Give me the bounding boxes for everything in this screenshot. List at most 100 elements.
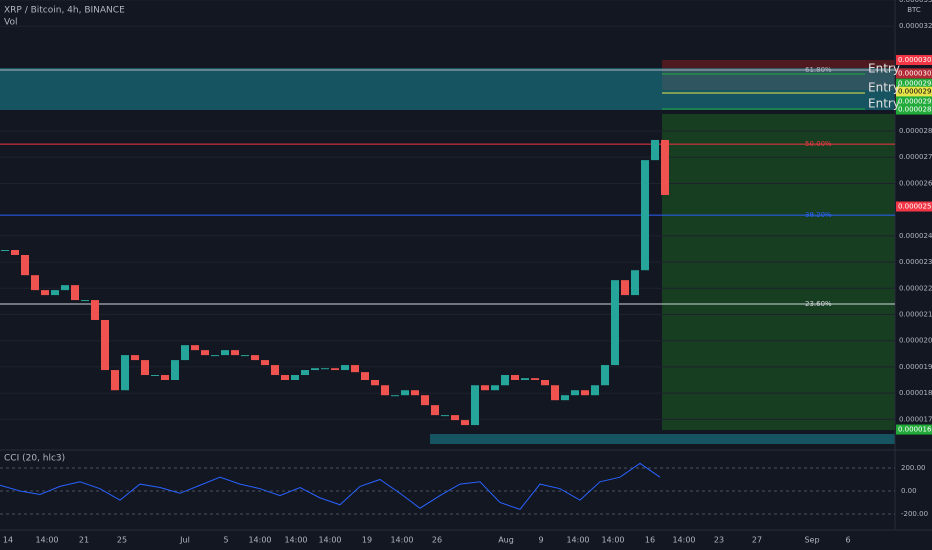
candle bbox=[441, 415, 449, 417]
x-tick-label: 26 bbox=[432, 536, 442, 545]
candle bbox=[401, 390, 409, 396]
candle bbox=[1, 250, 9, 252]
price-tag bbox=[896, 96, 932, 107]
y-tick-label: 0.00002600 bbox=[899, 179, 932, 187]
candle bbox=[411, 390, 419, 396]
candle bbox=[471, 385, 479, 426]
candle bbox=[491, 385, 499, 391]
candle bbox=[41, 290, 49, 296]
cci-tick-label: 200.00 bbox=[901, 464, 926, 472]
entry-label: Entry bbox=[868, 81, 900, 95]
candle bbox=[121, 355, 129, 391]
candle bbox=[311, 368, 319, 371]
cci-title: CCI (20, hlc3) bbox=[4, 454, 65, 464]
candle bbox=[571, 390, 579, 396]
candle bbox=[621, 280, 629, 296]
cci-tick-label: 0.00 bbox=[901, 487, 917, 495]
bottom-zone bbox=[430, 434, 895, 444]
candle bbox=[161, 375, 169, 381]
candle bbox=[661, 139, 669, 195]
candle bbox=[341, 365, 349, 371]
candle bbox=[371, 380, 379, 386]
x-tick-label: Aug bbox=[498, 536, 514, 545]
x-tick-label: 19 bbox=[362, 536, 372, 545]
price-tag-label: 0.00003020 bbox=[898, 69, 932, 77]
y-tick-label: 0.00002100 bbox=[899, 310, 932, 318]
y-tick-label: 0.00001900 bbox=[899, 363, 932, 371]
candle bbox=[421, 395, 429, 406]
fib-label: 61.80% bbox=[805, 66, 832, 74]
volume-label: Vol bbox=[4, 18, 17, 28]
x-tick-label: 14:00 bbox=[390, 536, 413, 545]
price-tag bbox=[896, 86, 932, 97]
candle bbox=[301, 370, 309, 376]
x-tick-label: 14:00 bbox=[566, 536, 589, 545]
candle bbox=[241, 355, 249, 357]
candle bbox=[581, 390, 589, 396]
x-tick-label: 25 bbox=[117, 536, 127, 545]
candle bbox=[61, 285, 69, 291]
candle bbox=[431, 405, 439, 416]
candle bbox=[611, 280, 619, 366]
candle bbox=[221, 350, 229, 356]
price-tag bbox=[896, 424, 932, 435]
candle bbox=[351, 365, 359, 373]
entry-label: Entry bbox=[868, 62, 900, 76]
unit: BTC bbox=[907, 6, 921, 14]
fib-label: 50.00% bbox=[805, 140, 832, 148]
candle bbox=[641, 160, 649, 271]
candle bbox=[211, 355, 219, 357]
candle bbox=[251, 355, 259, 361]
price-tag bbox=[896, 201, 932, 212]
price-tag bbox=[896, 55, 932, 66]
candle bbox=[201, 350, 209, 356]
candle bbox=[291, 375, 299, 381]
x-tick-label: 14 bbox=[3, 536, 13, 545]
y-tick-label: 0.00001700 bbox=[899, 415, 932, 423]
candle bbox=[601, 365, 609, 386]
fib-label: 23.60% bbox=[805, 300, 832, 308]
candle bbox=[651, 139, 659, 161]
candle bbox=[501, 375, 509, 386]
y-tick-label: 0.00003300 bbox=[899, 0, 932, 4]
cci-tick-label: -200.00 bbox=[901, 510, 928, 518]
candle bbox=[541, 380, 549, 386]
y-tick-label: 0.00003200 bbox=[899, 22, 932, 30]
candle bbox=[281, 375, 289, 381]
y-tick-label: 0.00002300 bbox=[899, 258, 932, 266]
candle bbox=[271, 365, 279, 376]
candle bbox=[101, 319, 109, 371]
x-tick-label: 14:00 bbox=[318, 536, 341, 545]
candle bbox=[381, 385, 389, 396]
candle bbox=[131, 355, 139, 361]
candle bbox=[141, 360, 149, 376]
candle bbox=[181, 345, 189, 361]
price-tag-label: 0.00002950 bbox=[898, 88, 932, 96]
candle bbox=[81, 300, 89, 302]
candle bbox=[461, 420, 469, 426]
x-tick-label: 23 bbox=[714, 536, 724, 545]
y-tick-label: 0.00002800 bbox=[899, 127, 932, 135]
price-tag-label: 0.00003071 bbox=[898, 56, 932, 64]
x-tick-label: Jul bbox=[179, 536, 190, 545]
y-tick-label: 0.00001800 bbox=[899, 389, 932, 397]
x-tick-label: 21 bbox=[79, 536, 89, 545]
price-tag bbox=[896, 68, 932, 79]
fib-label: 38.20% bbox=[805, 211, 832, 219]
x-tick-label: 14:00 bbox=[35, 536, 58, 545]
candle bbox=[71, 285, 79, 301]
candle bbox=[111, 370, 119, 391]
candle bbox=[631, 270, 639, 296]
x-tick-label: 16 bbox=[645, 536, 655, 545]
candle bbox=[451, 415, 459, 421]
y-tick-label: 0.00002400 bbox=[899, 232, 932, 240]
candle bbox=[21, 254, 29, 276]
candle bbox=[191, 345, 199, 351]
chart-title: XRP / Bitcoin, 4h, BINANCE bbox=[4, 6, 125, 16]
candle bbox=[321, 368, 329, 370]
price-tag-label: 0.00001661 bbox=[898, 426, 932, 434]
candle bbox=[551, 385, 559, 401]
entry-zone bbox=[0, 68, 895, 110]
x-tick-label: 5 bbox=[223, 536, 228, 545]
candle bbox=[151, 375, 159, 377]
